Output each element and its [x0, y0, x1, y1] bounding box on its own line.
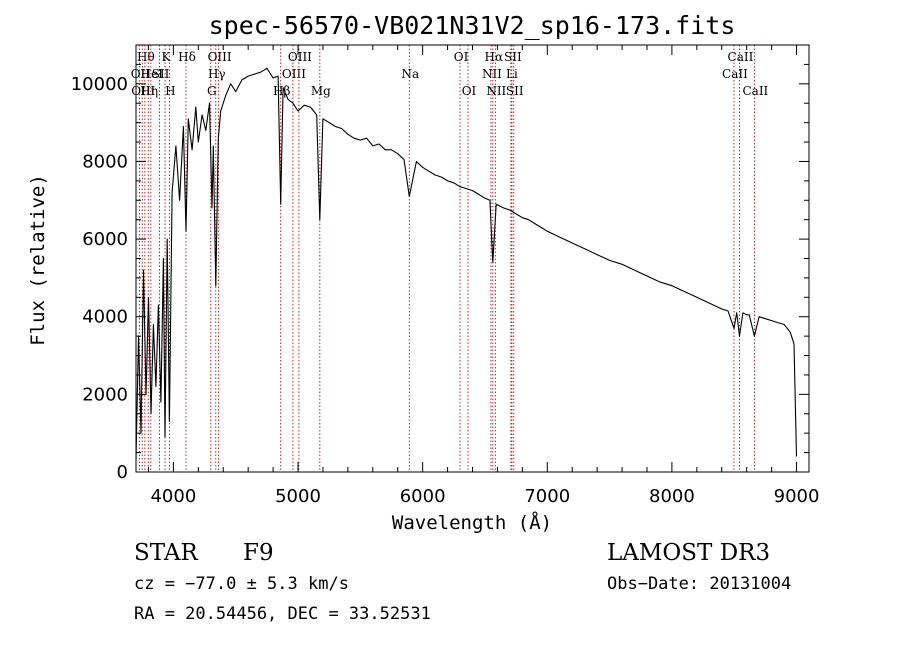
obs-date-text: Obs−Date: 20131004 [607, 574, 791, 594]
line-label-18: OI [462, 84, 477, 98]
line-label-26: CaII [728, 50, 754, 64]
line-label-11: OIII [208, 50, 232, 64]
line-label-1: OIII [131, 84, 155, 98]
x-tick-label-5000: 5000 [275, 486, 321, 507]
line-label-12: Hβ [273, 84, 290, 98]
line-label-15: Mg [311, 84, 331, 98]
axis-ticks: 4000 5000 6000 7000 8000 9000 0 2000 4000 6000 800… [71, 45, 820, 507]
x-tick-label-4000: 4000 [150, 486, 196, 507]
line-label-16: Na [401, 67, 419, 81]
line-label-14: OIII [288, 50, 312, 64]
line-label-7: H [165, 84, 175, 98]
line-label-10: Hγ [208, 67, 226, 81]
line-label-21: NII [486, 84, 506, 98]
x-tick-label-6000: 6000 [400, 486, 446, 507]
line-label-3: Hη [140, 84, 158, 98]
plot-frame [135, 44, 810, 473]
line-label-25: CaII [722, 67, 748, 81]
x-tick-label-7000: 7000 [524, 486, 570, 507]
line-label-5: SII [152, 67, 170, 81]
line-label-4: HeI [141, 67, 164, 81]
chart-title: spec-56570-VB021N31V2_sp16-173.fits [209, 11, 736, 40]
line-label-6: K [162, 50, 172, 64]
y-tick-label-6000: 6000 [82, 229, 128, 250]
y-axis-label: Flux (relative) [27, 174, 49, 346]
y-tick-label-8000: 8000 [82, 151, 128, 172]
y-tick-label-0: 0 [117, 462, 128, 483]
line-label-8: Hδ [178, 50, 196, 64]
info-panel: STAR F9 LAMOST DR3 cz = −77.0 ± 5.3 km/s… [134, 540, 791, 624]
x-tick-label-9000: 9000 [774, 486, 820, 507]
line-label-2: Hθ [137, 50, 155, 64]
x-axis-label: Wavelength (Å) [392, 511, 552, 534]
series-layer [135, 67, 798, 461]
y-tick-label-2000: 2000 [82, 384, 128, 405]
object-subclass: F9 [243, 540, 274, 566]
line-label-24: SII [506, 84, 524, 98]
line-markers: OIIOIIIHθHηHeISIIKHHδGHγOIIIHβOIIIOIIIMg… [131, 45, 769, 472]
line-label-9: G [207, 84, 217, 98]
line-label-19: NII [482, 67, 502, 81]
line-label-20: Hα [485, 50, 504, 64]
x-tick-label-8000: 8000 [649, 486, 695, 507]
line-label-13: OIII [282, 67, 306, 81]
redshift-text: cz = −77.0 ± 5.3 km/s [134, 574, 349, 594]
line-label-27: CaII [742, 84, 768, 98]
coords-text: RA = 20.54456, DEC = 33.52531 [134, 604, 431, 624]
line-label-23: SII [504, 50, 522, 64]
y-tick-label-10000: 10000 [71, 74, 128, 95]
series-line-spectrum [135, 67, 798, 461]
survey-name: LAMOST DR3 [607, 540, 770, 566]
object-class: STAR [134, 540, 198, 566]
y-tick-label-4000: 4000 [82, 307, 128, 328]
line-label-17: OI [454, 50, 469, 64]
